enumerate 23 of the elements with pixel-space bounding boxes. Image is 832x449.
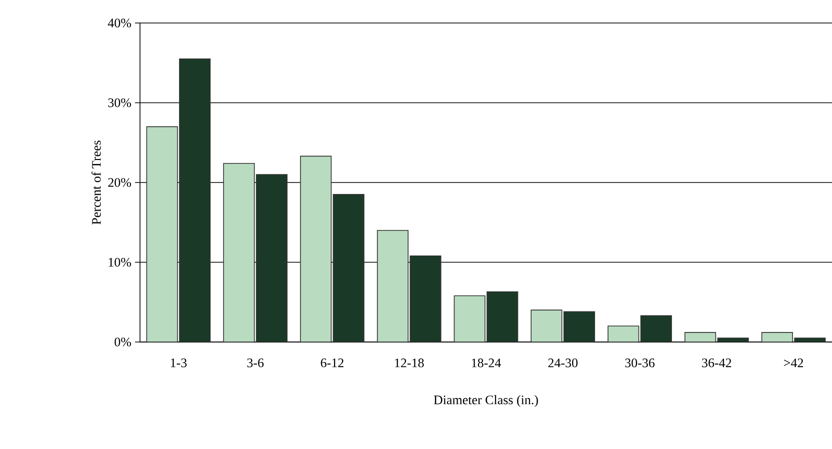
x-tick-label: 18-24 <box>472 358 501 368</box>
y-tick-label: 30% <box>108 98 132 108</box>
bar <box>146 126 178 342</box>
bar <box>608 326 640 342</box>
x-tick-label: 6-12 <box>320 358 344 368</box>
y-tick-label: 40% <box>108 18 132 28</box>
x-tick-label: 30-36 <box>625 358 655 368</box>
y-axis-title: Percent of Trees <box>91 140 101 224</box>
y-tick-label: 20% <box>108 178 132 187</box>
x-tick-label: >42 <box>784 358 803 368</box>
x-axis-title: Diameter Class (in.) <box>434 395 538 407</box>
x-tick-label: 1-3 <box>170 358 187 368</box>
bar <box>223 162 255 342</box>
x-tick-label: 36-42 <box>702 358 732 368</box>
x-tick-label: 3-6 <box>247 358 264 368</box>
bar <box>376 230 409 342</box>
bar <box>530 310 562 342</box>
bar <box>300 156 332 342</box>
x-tick-label: 24-30 <box>548 358 578 368</box>
x-tick-label: 12-18 <box>395 358 424 368</box>
y-tick-label: 0% <box>114 338 132 346</box>
bar <box>454 295 486 342</box>
y-tick-label: 10% <box>108 258 132 267</box>
